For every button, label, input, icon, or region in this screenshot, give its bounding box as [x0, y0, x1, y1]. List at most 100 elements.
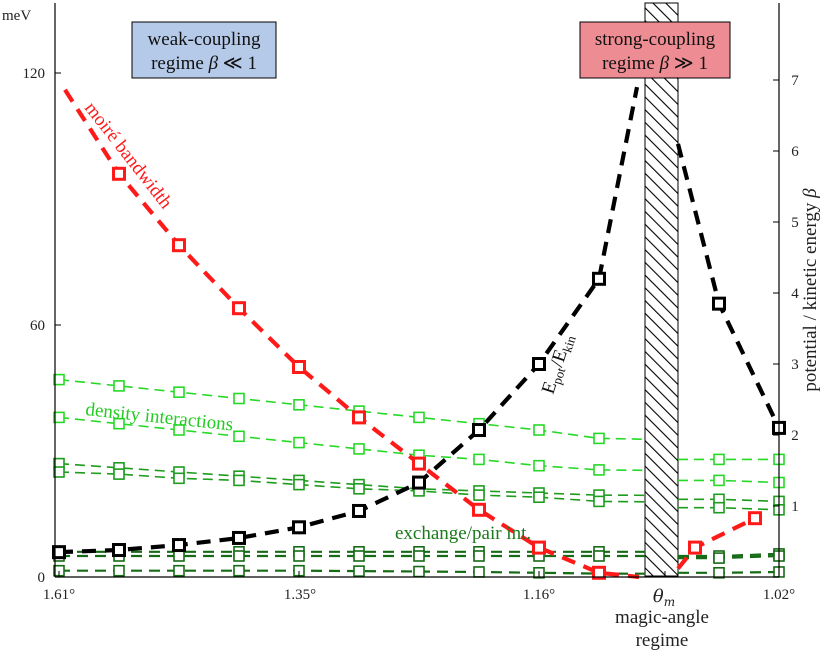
- right-tick-label: 1: [791, 499, 799, 515]
- marker-density: [293, 398, 305, 411]
- magic-angle-label: regime: [636, 630, 689, 651]
- svg-text:regime β ≪ 1: regime β ≪ 1: [151, 53, 257, 74]
- x-tick-label: 1.02°: [763, 587, 795, 603]
- marker-density: [233, 392, 245, 405]
- marker-bandwidth: [112, 166, 126, 181]
- series-line-density: [678, 479, 780, 484]
- marker-exchange: [713, 552, 725, 564]
- series-layer: [52, 86, 786, 580]
- marker-density: [353, 443, 365, 455]
- marker-ratio: [472, 423, 486, 438]
- svg-text:strong-coupling: strong-coupling: [595, 29, 716, 50]
- marker-density: [173, 386, 185, 399]
- series-line-ratio: [675, 143, 781, 429]
- marker-bandwidth: [748, 511, 762, 526]
- series-line-density: [678, 506, 780, 511]
- right-axis-label: potential / kinetic energy β: [800, 188, 821, 392]
- marker-density: [473, 489, 485, 501]
- marker-density: [293, 436, 305, 449]
- marker-exchange: [473, 566, 485, 578]
- marker-density: [593, 464, 605, 476]
- left-tick-label: 0: [38, 570, 46, 586]
- marker-bandwidth: [412, 456, 426, 471]
- bandwidth-annotation: moiré bandwidth: [80, 98, 176, 213]
- marker-density: [53, 466, 65, 478]
- marker-density: [173, 424, 185, 436]
- x-tick-label: 1.35°: [284, 587, 316, 603]
- marker-density: [533, 424, 545, 436]
- series-line-exchange: [59, 569, 646, 575]
- strong-coupling-box: strong-coupling regime β ≫ 1: [579, 21, 731, 79]
- marker-exchange: [233, 564, 245, 577]
- right-tick-label: 4: [791, 286, 799, 302]
- marker-ratio: [232, 530, 246, 545]
- marker-ratio: [52, 545, 66, 560]
- marker-density: [233, 474, 245, 487]
- marker-exchange: [173, 564, 185, 577]
- weak-coupling-box: weak-coupling regime β ≪ 1: [131, 21, 277, 79]
- marker-density: [113, 468, 125, 480]
- series-line-exchange: [678, 554, 780, 560]
- marker-exchange: [593, 550, 605, 562]
- series-line-density: [58, 378, 646, 440]
- marker-exchange: [173, 550, 185, 562]
- marker-bandwidth: [172, 238, 186, 253]
- marker-density: [713, 501, 725, 514]
- marker-density: [713, 474, 725, 487]
- svg-text:weak-coupling: weak-coupling: [148, 29, 261, 50]
- marker-exchange: [413, 565, 425, 578]
- left-tick-label: 60: [30, 318, 45, 334]
- exchange-annotation: exchange/pair int.: [395, 523, 531, 544]
- magic-angle-band: [644, 2, 679, 577]
- x-tick-label: 1.61°: [43, 587, 75, 603]
- marker-bandwidth: [532, 540, 546, 555]
- left-axis-unit: meV: [2, 8, 31, 24]
- marker-ratio: [292, 520, 306, 535]
- marker-density: [293, 478, 305, 491]
- left-tick-label: 120: [23, 66, 46, 82]
- marker-density: [113, 417, 125, 430]
- series-line-density: [58, 462, 646, 497]
- series-line-density: [58, 416, 646, 472]
- marker-density: [713, 453, 725, 466]
- marker-ratio: [712, 296, 726, 311]
- right-tick-label: 3: [791, 357, 799, 373]
- marker-exchange: [293, 550, 305, 562]
- marker-density: [233, 430, 245, 443]
- marker-ratio: [172, 538, 186, 553]
- marker-density: [53, 373, 65, 386]
- marker-density: [53, 411, 65, 424]
- x-tick-label-theta: θm: [653, 586, 675, 609]
- marker-bandwidth: [472, 502, 486, 517]
- marker-density: [593, 432, 605, 445]
- marker-density: [413, 411, 425, 424]
- marker-bandwidth: [592, 565, 606, 580]
- x-tick-label: 1.16°: [523, 587, 555, 603]
- marker-density: [533, 491, 545, 504]
- svg-text:regime β ≫ 1: regime β ≫ 1: [602, 53, 708, 74]
- marker-density: [593, 495, 605, 508]
- marker-density: [533, 459, 545, 472]
- right-tick-label: 7: [791, 73, 799, 89]
- marker-ratio: [412, 475, 426, 490]
- marker-density: [113, 380, 125, 392]
- marker-ratio: [592, 271, 606, 286]
- series-line-density: [678, 498, 780, 503]
- marker-exchange: [473, 550, 485, 562]
- marker-exchange: [413, 550, 425, 562]
- series-line-density: [58, 471, 646, 503]
- marker-exchange: [113, 564, 125, 577]
- marker-ratio: [532, 357, 546, 371]
- marker-bandwidth: [292, 360, 306, 374]
- marker-exchange: [713, 566, 725, 579]
- marker-bandwidth: [688, 540, 702, 555]
- magic-angle-label: magic-angle: [615, 607, 709, 628]
- marker-exchange: [353, 550, 365, 562]
- right-tick-label: 2: [791, 428, 799, 444]
- marker-bandwidth: [232, 301, 246, 316]
- series-line-exchange: [678, 570, 780, 574]
- density-annotation: density interactions: [84, 399, 234, 435]
- series-line-bandwidth: [63, 88, 640, 580]
- marker-exchange: [233, 550, 245, 562]
